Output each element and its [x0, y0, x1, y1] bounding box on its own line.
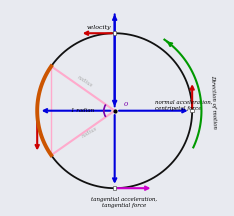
Text: radius: radius — [77, 74, 94, 88]
Text: radius: radius — [81, 126, 99, 139]
Text: velocity: velocity — [87, 25, 111, 30]
Bar — [113, 186, 117, 190]
Text: Direction of motion: Direction of motion — [210, 74, 217, 129]
Text: o: o — [124, 100, 128, 108]
Bar — [190, 109, 194, 113]
Text: normal acceleration,
centripetal force: normal acceleration, centripetal force — [155, 100, 212, 111]
Text: tangential acceleration,
tangential force: tangential acceleration, tangential forc… — [91, 197, 157, 208]
Bar — [113, 32, 117, 35]
Text: 1 radian: 1 radian — [71, 108, 94, 113]
